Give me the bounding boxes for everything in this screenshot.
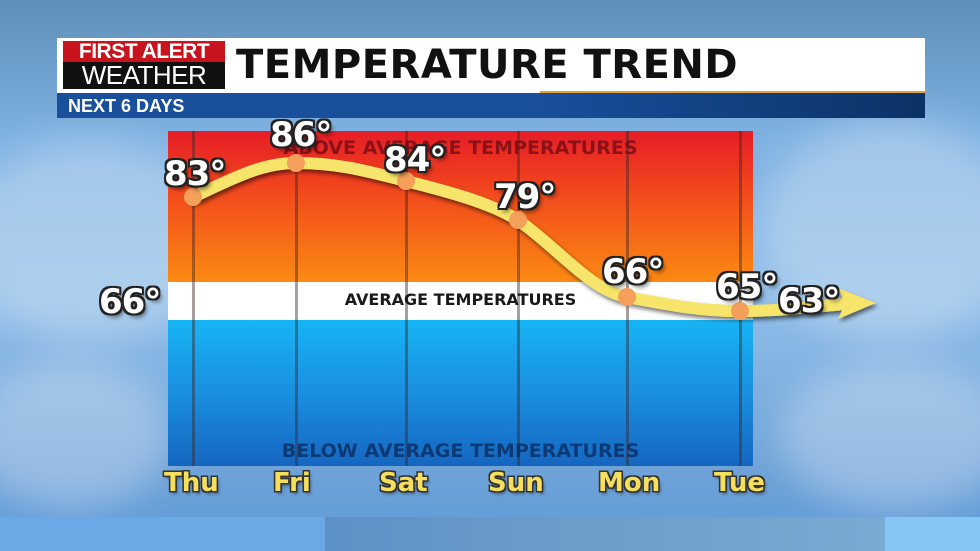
data-point-sun	[509, 211, 527, 229]
gridline-sun	[517, 131, 520, 466]
day-label-fri: Fri	[273, 468, 311, 498]
gridline-tue	[739, 131, 742, 466]
data-point-fri	[287, 154, 305, 172]
first-alert-weather-logo: FIRST ALERT WEATHER	[63, 41, 225, 89]
gridline-fri	[295, 131, 298, 466]
subtitle-bar	[57, 93, 925, 118]
logo-line-1: FIRST ALERT	[63, 41, 225, 62]
above-average-label: ABOVE AVERAGE TEMPERATURES	[283, 137, 638, 159]
day-label-sat: Sat	[379, 468, 428, 498]
below-average-label: BELOW AVERAGE TEMPERATURES	[281, 440, 640, 462]
below-average-band	[168, 320, 753, 466]
background-stripe	[0, 517, 325, 551]
page-title: TEMPERATURE TREND	[236, 42, 739, 88]
data-point-mon	[618, 288, 636, 306]
temp-label-tue: 65°	[716, 267, 778, 307]
cloud-decoration	[0, 360, 170, 510]
day-label-tue: Tue	[714, 468, 766, 498]
temp-label-sat: 84°	[384, 140, 446, 180]
day-label-sun: Sun	[488, 468, 544, 498]
header-accent-line	[540, 91, 925, 94]
average-temp-value: 66°	[99, 282, 161, 322]
day-label-mon: Mon	[598, 468, 661, 498]
page-subtitle: NEXT 6 DAYS	[68, 96, 185, 116]
temp-label-fri: 86°	[270, 115, 332, 155]
temp-label-sun: 79°	[494, 177, 556, 217]
day-label-thu: Thu	[164, 468, 219, 498]
data-point-sat	[397, 172, 415, 190]
temp-label-thu: 83°	[164, 154, 226, 194]
gridline-sat	[405, 131, 408, 466]
average-label: AVERAGE TEMPERATURES	[344, 290, 577, 309]
background-stripe	[325, 517, 885, 551]
data-point-thu	[184, 188, 202, 206]
gridline-thu	[192, 131, 195, 466]
background-stripe	[885, 517, 980, 551]
logo-line-2: WEATHER	[63, 62, 225, 89]
above-average-band	[168, 131, 753, 282]
trend-arrow-head	[838, 288, 876, 319]
cloud-decoration	[780, 360, 980, 510]
temp-label-mon: 66°	[602, 252, 664, 292]
data-point-tue	[731, 302, 749, 320]
temp-label-next: 63°	[778, 281, 840, 321]
